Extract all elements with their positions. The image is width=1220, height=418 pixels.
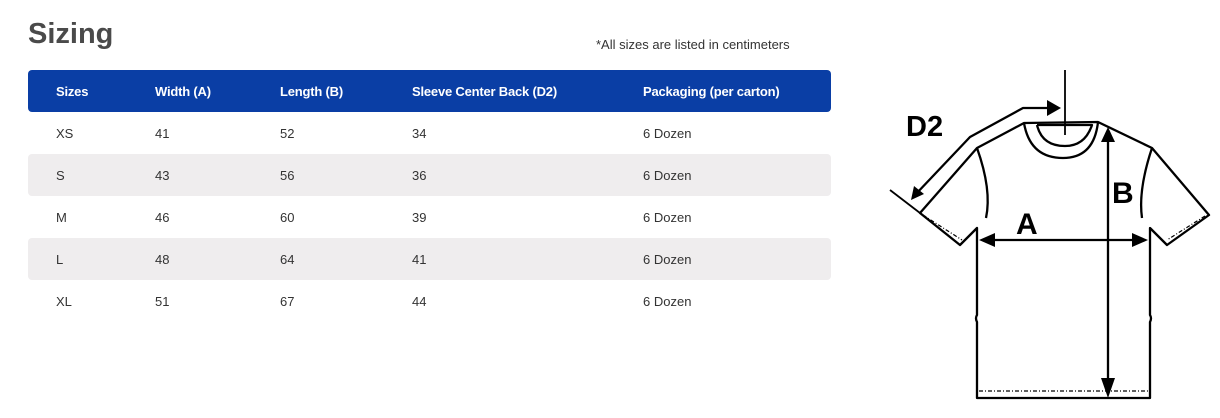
table-cell: 6 Dozen — [643, 167, 692, 183]
table-cell: 6 Dozen — [643, 251, 692, 267]
table-cell: 43 — [155, 167, 170, 183]
tshirt-diagram: D2 B A — [889, 70, 1211, 400]
table-cell: M — [56, 209, 67, 225]
table-cell: 51 — [155, 293, 170, 309]
table-cell: 67 — [280, 293, 295, 309]
label-b: B — [1112, 177, 1134, 210]
header-cell: Sleeve Center Back (D2) — [412, 83, 557, 99]
table-cell: 36 — [412, 167, 427, 183]
table-cell: 64 — [280, 251, 295, 267]
header-cell: Packaging (per carton) — [643, 83, 780, 99]
table-cell: 44 — [412, 293, 427, 309]
table-row: XL 51 67 44 6 Dozen — [28, 280, 831, 322]
table-cell: 41 — [412, 251, 427, 267]
table-cell: 6 Dozen — [643, 209, 692, 225]
header-cell: Length (B) — [280, 83, 343, 99]
units-note: *All sizes are listed in centimeters — [596, 37, 790, 52]
table-row: XS 41 52 34 6 Dozen — [28, 112, 831, 154]
table-cell: XL — [56, 293, 72, 309]
table-header: Sizes Width (A) Length (B) Sleeve Center… — [28, 70, 831, 112]
header-cell: Width (A) — [155, 83, 211, 99]
table-cell: 52 — [280, 125, 295, 141]
tshirt-outline — [918, 120, 1211, 400]
table-row: L 48 64 41 6 Dozen — [28, 238, 831, 280]
table-cell: 41 — [155, 125, 170, 141]
label-d2: D2 — [906, 111, 943, 143]
header-cell: Sizes — [56, 83, 89, 99]
d2-arrow — [914, 106, 1056, 196]
page-title: Sizing — [28, 18, 114, 50]
table-cell: 6 Dozen — [643, 125, 692, 141]
table-row: M 46 60 39 6 Dozen — [28, 196, 831, 238]
table-cell: 56 — [280, 167, 295, 183]
table-cell: 46 — [155, 209, 170, 225]
table-cell: S — [56, 167, 65, 183]
table-cell: 39 — [412, 209, 427, 225]
table-cell: 6 Dozen — [643, 293, 692, 309]
table-cell: 48 — [155, 251, 170, 267]
table-cell: L — [56, 251, 64, 267]
label-a: A — [1016, 208, 1038, 241]
table-row: S 43 56 36 6 Dozen — [28, 154, 831, 196]
sizing-table: Sizes Width (A) Length (B) Sleeve Center… — [28, 70, 831, 322]
collar — [1022, 121, 1100, 160]
table-cell: XS — [56, 125, 74, 141]
table-cell: 60 — [280, 209, 295, 225]
table-cell: 34 — [412, 125, 427, 141]
